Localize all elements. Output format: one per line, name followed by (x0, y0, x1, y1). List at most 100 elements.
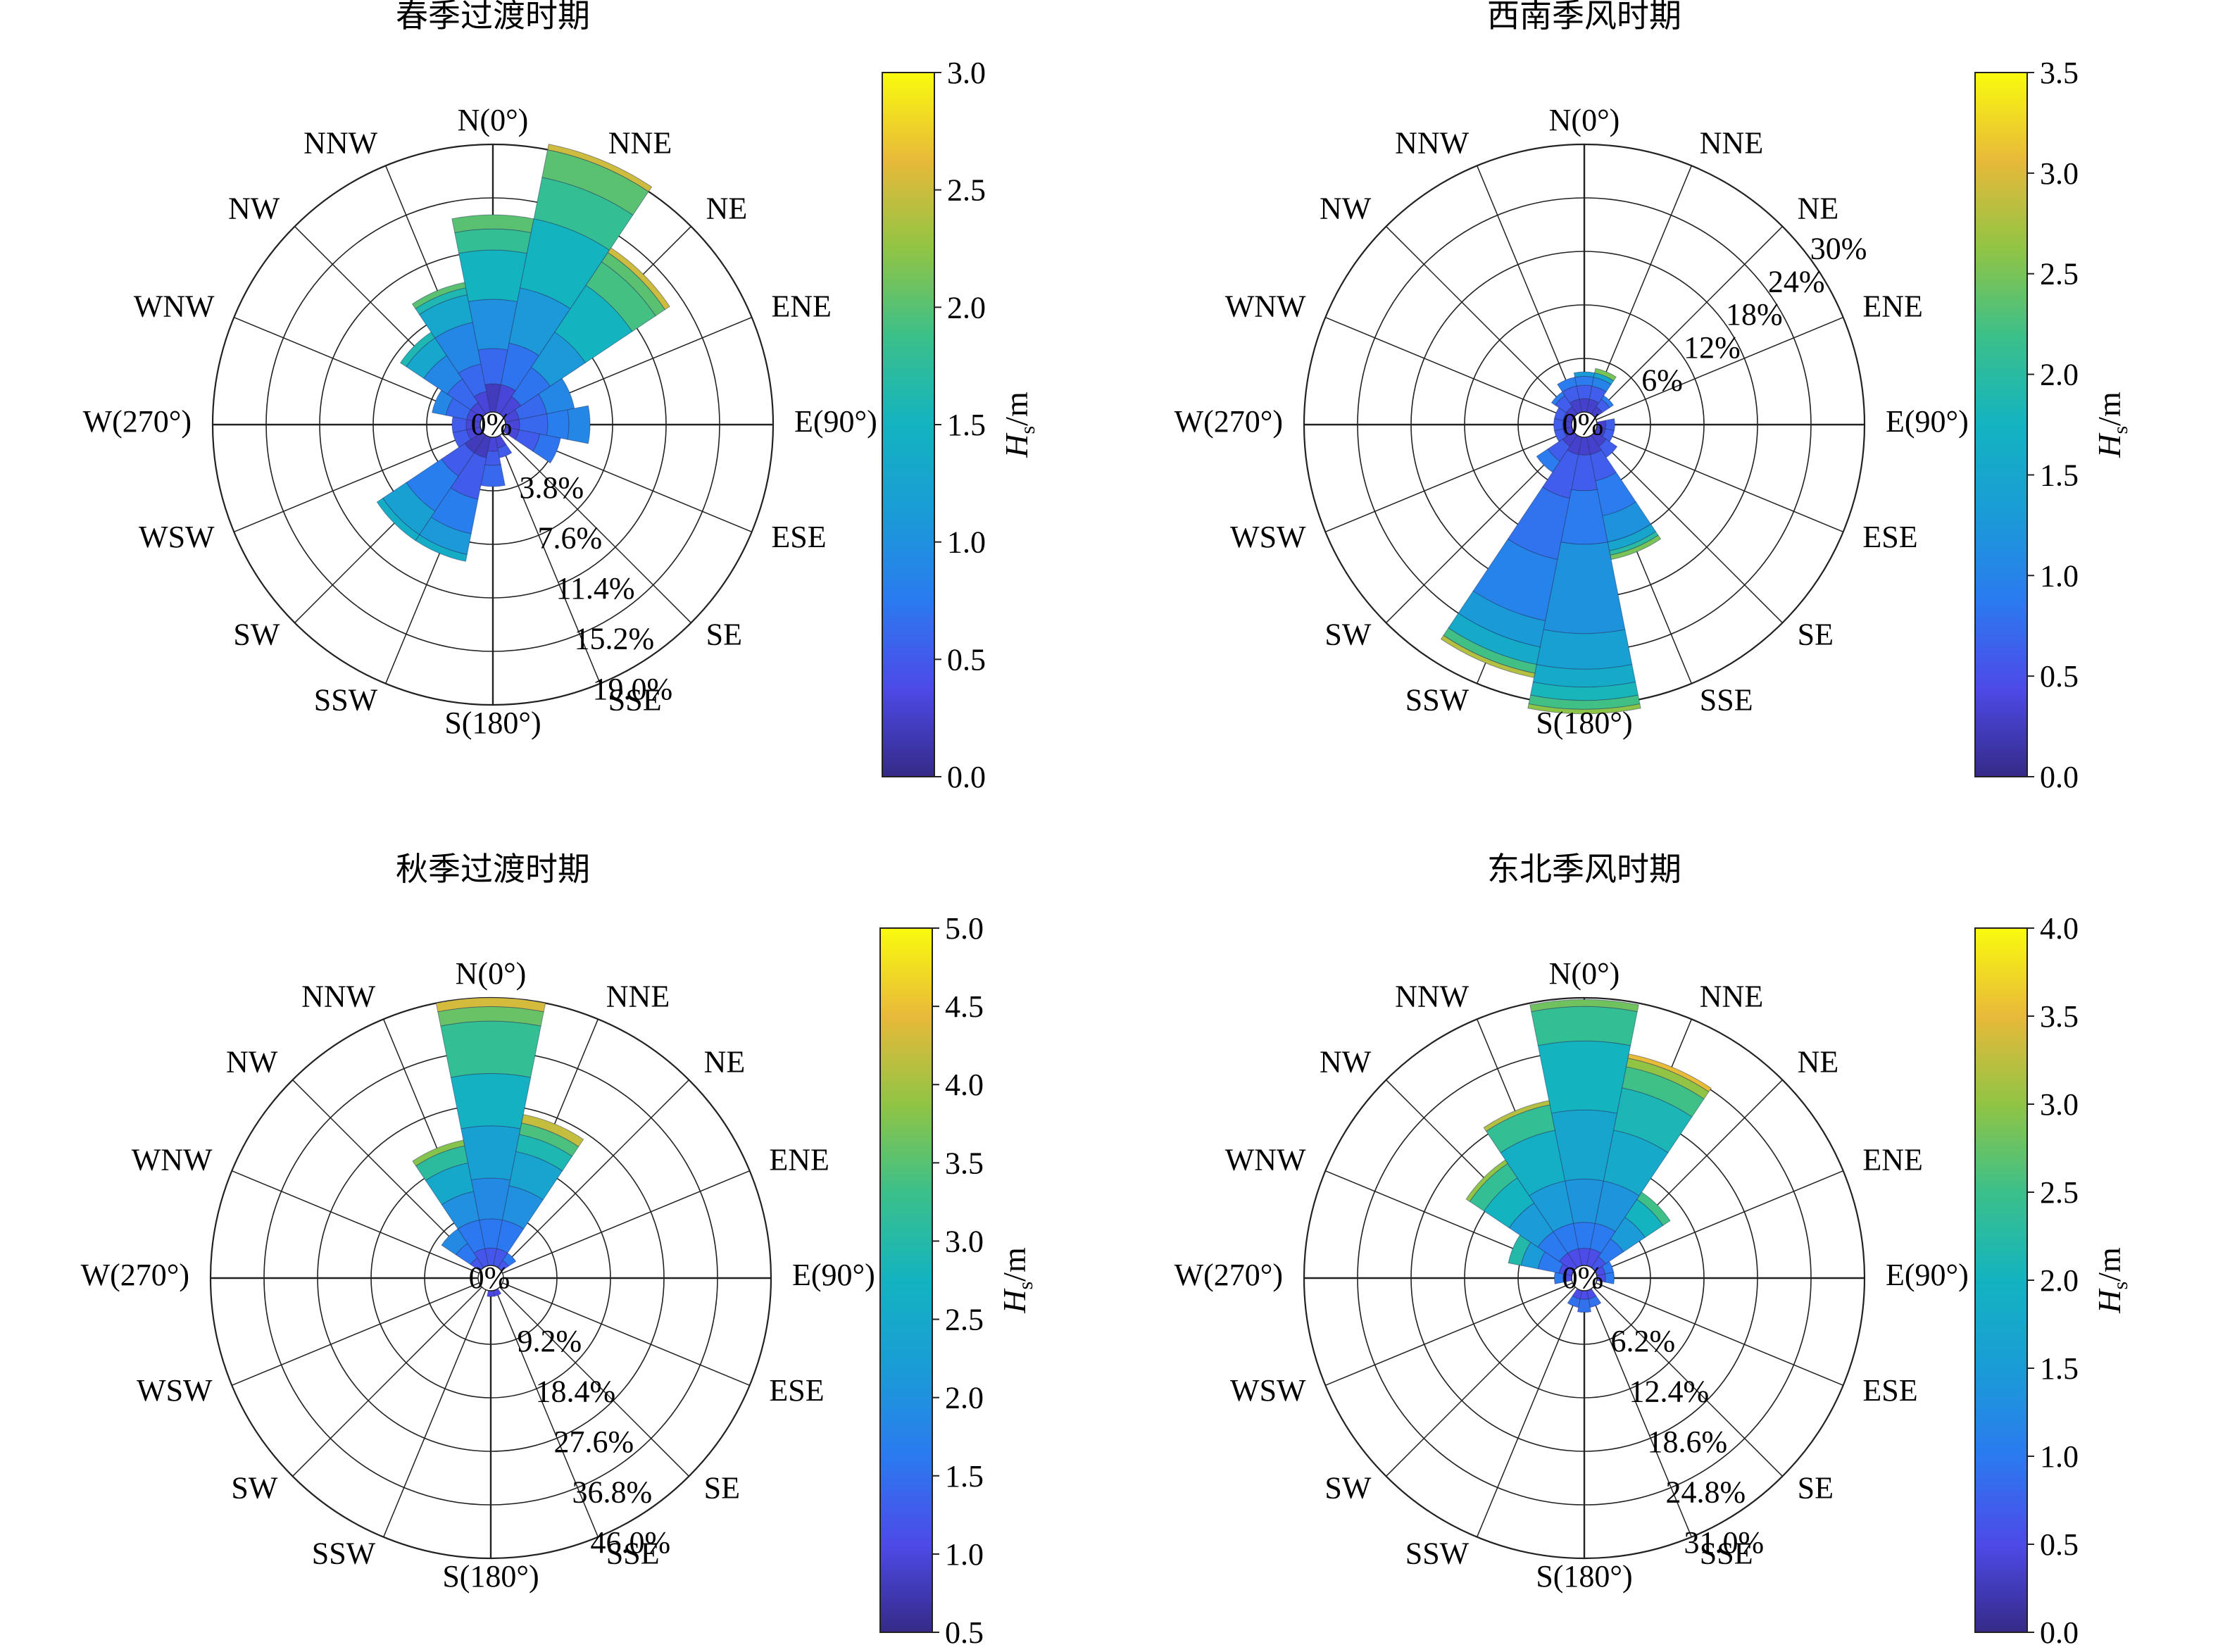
colorbar-gradient (1974, 72, 2028, 777)
direction-label-nw: NW (228, 191, 280, 225)
bar-segment-sse (1602, 501, 1652, 543)
bar-segment-ne (1596, 399, 1610, 413)
bar-segment-e (567, 405, 591, 444)
grid-spoke (1593, 433, 1783, 623)
bar-segment-n (440, 1020, 541, 1078)
colorbar-tick-label: 1.0 (2040, 558, 2079, 593)
direction-labels: N(0°) NNE NE ENE E(90°) ESE SE SSE S(180°) SSW SW W… (1174, 956, 1969, 1594)
bar-segment-ese (532, 433, 561, 464)
direction-label-s: S(180°) (1536, 1559, 1632, 1594)
direction-label-wnw: WNW (1225, 289, 1306, 323)
bar-segment-se (1598, 438, 1618, 458)
direction-labels: N(0°) NNE NE ENE E(90°) ESE SE SSE S(180°) SSW SW W… (83, 103, 877, 740)
colorbar-tick-label: 3.0 (2040, 1087, 2079, 1122)
bar-segment-n (1529, 999, 1639, 1013)
direction-label-ene: ENE (769, 1142, 829, 1177)
bar-segment-nne (1589, 1222, 1616, 1254)
bar-segment-nne (501, 1185, 544, 1229)
grid-spoke (502, 1170, 750, 1274)
panel-northeast-monsoon: 东北季风时期 N(0°) NNE NE ENE E(90°) ESE SE SSE S(180°… (1174, 851, 2132, 1650)
center-zero-label: 0% (471, 407, 513, 442)
radial-tick-label: 24% (1768, 264, 1825, 299)
colorbar-tick-label: 2.5 (945, 1303, 984, 1337)
grid-spoke (1589, 1289, 1693, 1537)
bar-segment-e (546, 409, 570, 440)
bar-segment-n (458, 249, 527, 303)
bar-segment-nnw (1483, 1100, 1550, 1132)
grid-spoke (232, 1282, 480, 1387)
colorbar-tick-label: 2.5 (947, 173, 986, 208)
colorbar-tick-label: 0.5 (2040, 659, 2079, 694)
colorbar-tick-label: 1.5 (945, 1459, 984, 1494)
colorbar-tick-label: 0.5 (2040, 1527, 2079, 1562)
direction-label-s: S(180°) (442, 1559, 539, 1594)
direction-label-n: N(0°) (456, 956, 527, 991)
direction-label-nnw: NNW (1395, 126, 1470, 161)
direction-label-s: S(180°) (1536, 706, 1632, 740)
colorbar-tick-label: 0.0 (947, 760, 986, 794)
grid-spoke (1325, 1282, 1573, 1387)
wind-rose-bars (1465, 999, 1712, 1313)
colorbar-tick-label: 1.5 (947, 408, 986, 442)
colorbar-tick-label: 3.0 (2040, 156, 2079, 191)
bar-segment-s (484, 450, 501, 466)
bar-segment-ne (530, 331, 587, 387)
direction-label-ese: ESE (769, 1373, 824, 1408)
colorbar: 0.0 0.5 1.0 1.5 2.0 2.5 3.0 3.5 Hs/m (1974, 56, 2132, 794)
bar-segment-nne (1622, 1066, 1705, 1118)
direction-labels: N(0°) NNE NE ENE E(90°) ESE SE SSE S(180°) SSW SW W… (1174, 103, 1969, 740)
radial-tick-label: 15.2% (574, 621, 654, 656)
grid-spoke (232, 1170, 480, 1274)
grid-spoke (1596, 1170, 1843, 1274)
bar-segment-nnw (1557, 377, 1577, 393)
radial-tick-label: 12% (1684, 330, 1741, 365)
direction-label-e: E(90°) (1886, 1258, 1969, 1292)
colorbar-axis-label: Hs/m (2091, 392, 2132, 458)
bar-segment-nne (496, 1219, 525, 1254)
bar-segment-nne (1594, 368, 1617, 382)
grid-spoke (1593, 1287, 1783, 1477)
bar-segment-nnw (1485, 1104, 1555, 1153)
colorbar-tick-label: 1.0 (947, 525, 986, 560)
colorbar-tick-label: 1.0 (945, 1537, 984, 1572)
bar-segment-s (1527, 703, 1641, 715)
bar-segment-wnw (1508, 1234, 1531, 1266)
bar-segment-nne (1603, 1130, 1669, 1196)
grid-spoke (499, 1287, 689, 1477)
direction-label-ese: ESE (1862, 1373, 1917, 1408)
colorbar-tick-label: 3.5 (2040, 56, 2079, 90)
direction-label-w: W(270°) (1174, 404, 1283, 439)
bar-segment-nnw (457, 1219, 486, 1254)
direction-label-wnw: WNW (1225, 1142, 1306, 1177)
grid-spoke (1593, 226, 1783, 416)
direction-label-w: W(270°) (81, 1258, 189, 1292)
bar-segment-sw (441, 442, 475, 477)
bar-segment-w (1553, 418, 1564, 432)
colorbar-tick-label: 2.0 (2040, 1263, 2079, 1298)
direction-label-nne: NNE (608, 126, 672, 161)
bar-segment-nne (508, 1151, 563, 1201)
colorbar-tick-label: 0.0 (2040, 1615, 2079, 1650)
direction-labels: N(0°) NNE NE ENE E(90°) ESE SE SSE S(180°) SSW SW W… (81, 956, 875, 1594)
direction-label-sw: SW (231, 1471, 277, 1506)
bar-segment-nnw (425, 1162, 475, 1206)
panel-title: 西南季风时期 (1487, 0, 1681, 34)
direction-label-se: SE (706, 618, 742, 652)
direction-label-sw: SW (233, 618, 280, 652)
bar-segment-nw (1465, 1159, 1508, 1202)
colorbar-gradient (879, 927, 933, 1633)
direction-label-ssw: SSW (312, 1537, 376, 1571)
bar-segment-ene (538, 377, 575, 415)
direction-label-ssw: SSW (314, 683, 378, 718)
radial-tick-label: 18% (1726, 297, 1783, 332)
bar-segment-e (1605, 1272, 1615, 1284)
bar-segment-nnw (1500, 1130, 1566, 1196)
bar-segment-n (1531, 1006, 1638, 1046)
colorbar: 0.0 0.5 1.0 1.5 2.0 2.5 3.0 Hs/m (882, 56, 1039, 794)
radial-tick-label: 24.8% (1665, 1475, 1746, 1509)
bar-segment-nne (1593, 372, 1615, 385)
bar-segment-nnw (1553, 1222, 1579, 1254)
direction-label-nw: NW (1320, 191, 1372, 225)
grid-spoke (1386, 1287, 1576, 1477)
bar-segment-s (1532, 664, 1636, 688)
